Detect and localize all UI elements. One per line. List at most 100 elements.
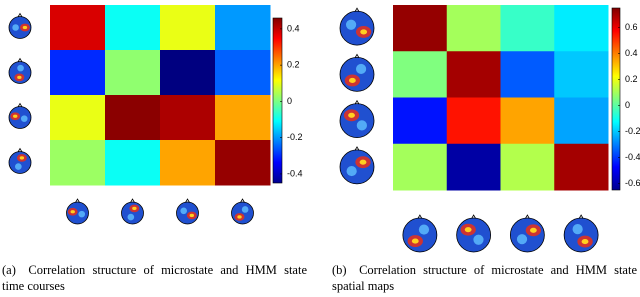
head-map: [17, 64, 24, 72]
head-map: [411, 238, 419, 244]
head-map: [356, 120, 367, 131]
heatmap-cell: [50, 5, 106, 51]
colorbar: [611, 7, 621, 191]
head-nose: [471, 214, 476, 219]
head-map: [473, 234, 484, 245]
head-map: [8, 16, 32, 39]
head-map: [339, 56, 375, 92]
head-map: [127, 213, 135, 221]
head-map: [8, 106, 32, 129]
colorbar-tick-label: -0.2: [287, 132, 303, 142]
head-nose: [240, 198, 245, 203]
colorbar: [272, 17, 283, 184]
heatmap-cell: [500, 143, 555, 191]
head-map: [348, 77, 356, 84]
head-map: [345, 19, 357, 30]
heatmap-cell: [105, 50, 161, 96]
colorbar-tick-label: 0.2: [287, 60, 300, 70]
head-nose: [130, 198, 135, 203]
heatmap-cell: [160, 140, 216, 186]
heatmap-cell: [393, 97, 448, 145]
head-nose: [354, 99, 360, 105]
head-map: [509, 217, 545, 253]
heatmap-cell: [446, 97, 501, 145]
head-nose: [17, 12, 23, 18]
head-nose: [185, 198, 190, 203]
head-map: [355, 63, 367, 75]
heatmap-cell: [393, 143, 448, 191]
heatmap-cell: [215, 50, 271, 96]
head-map: [563, 217, 599, 253]
head-map: [346, 165, 357, 177]
heatmap-cell: [500, 5, 555, 52]
head-map: [22, 25, 28, 30]
head-map: [339, 149, 375, 185]
heatmap-cell: [50, 95, 106, 141]
head-map: [13, 114, 18, 118]
head-map: [231, 201, 254, 225]
head-map: [359, 159, 367, 165]
head-map: [464, 227, 472, 233]
head-map: [241, 206, 249, 213]
colorbar-tick-label: -0.2: [625, 126, 640, 136]
caption: (b) Correlation structure of microstate …: [332, 263, 637, 293]
caption: (a) Correlation structure of microstate …: [2, 263, 307, 293]
head-map: [12, 24, 19, 31]
heatmap-cell: [500, 97, 555, 145]
head-map: [581, 239, 589, 245]
head-map: [70, 210, 75, 214]
head-nose: [525, 214, 530, 219]
head-nose: [75, 198, 80, 203]
heatmap-cell: [215, 5, 271, 51]
head-map: [15, 163, 22, 170]
head-map: [456, 217, 492, 253]
head-map: [516, 234, 528, 245]
heatmap-cell: [215, 140, 271, 186]
heatmap-cell: [160, 5, 216, 51]
head-nose: [354, 7, 360, 12]
heatmap-cell: [554, 143, 609, 191]
head-map: [418, 224, 430, 235]
head-map: [17, 75, 22, 80]
heatmap-cell: [554, 5, 609, 52]
head-map: [78, 210, 86, 218]
head-nose: [17, 57, 23, 63]
head-map: [19, 156, 25, 160]
head-nose: [417, 214, 423, 219]
heatmap-cell: [500, 51, 555, 98]
heatmap-cell: [105, 140, 161, 186]
colorbar-tick-label: -0.4: [287, 168, 303, 178]
colorbar-tick-label: 0.6: [625, 22, 638, 32]
heatmap-cell: [50, 50, 106, 96]
heatmap-cell: [105, 95, 161, 141]
head-nose: [17, 102, 23, 108]
head-map: [402, 217, 438, 253]
heatmap-cell: [446, 5, 501, 52]
head-map: [360, 29, 368, 35]
head-map: [189, 213, 195, 218]
heatmap-cell: [160, 95, 216, 141]
heatmap-cell: [446, 51, 501, 98]
heatmap-cell: [393, 51, 448, 98]
heatmap-cell: [554, 97, 609, 145]
head-nose: [17, 147, 23, 153]
head-nose: [578, 214, 584, 219]
heatmap-cell: [393, 5, 448, 52]
colorbar-tick-label: 0: [287, 96, 292, 106]
heatmap-cell: [50, 140, 106, 186]
head-map: [237, 215, 242, 219]
colorbar-tick-label: -0.6: [625, 178, 640, 188]
head-map: [339, 103, 375, 139]
heatmap-cell: [554, 51, 609, 98]
head-map: [180, 207, 187, 215]
head-map: [348, 112, 355, 118]
head-nose: [354, 146, 360, 151]
colorbar-tick-label: 0.4: [625, 48, 638, 58]
heatmap-cell: [160, 50, 216, 96]
colorbar-tick-label: 0.4: [287, 23, 300, 33]
head-nose: [354, 53, 360, 59]
head-map: [529, 227, 537, 233]
colorbar-tick-label: -0.4: [625, 152, 640, 162]
